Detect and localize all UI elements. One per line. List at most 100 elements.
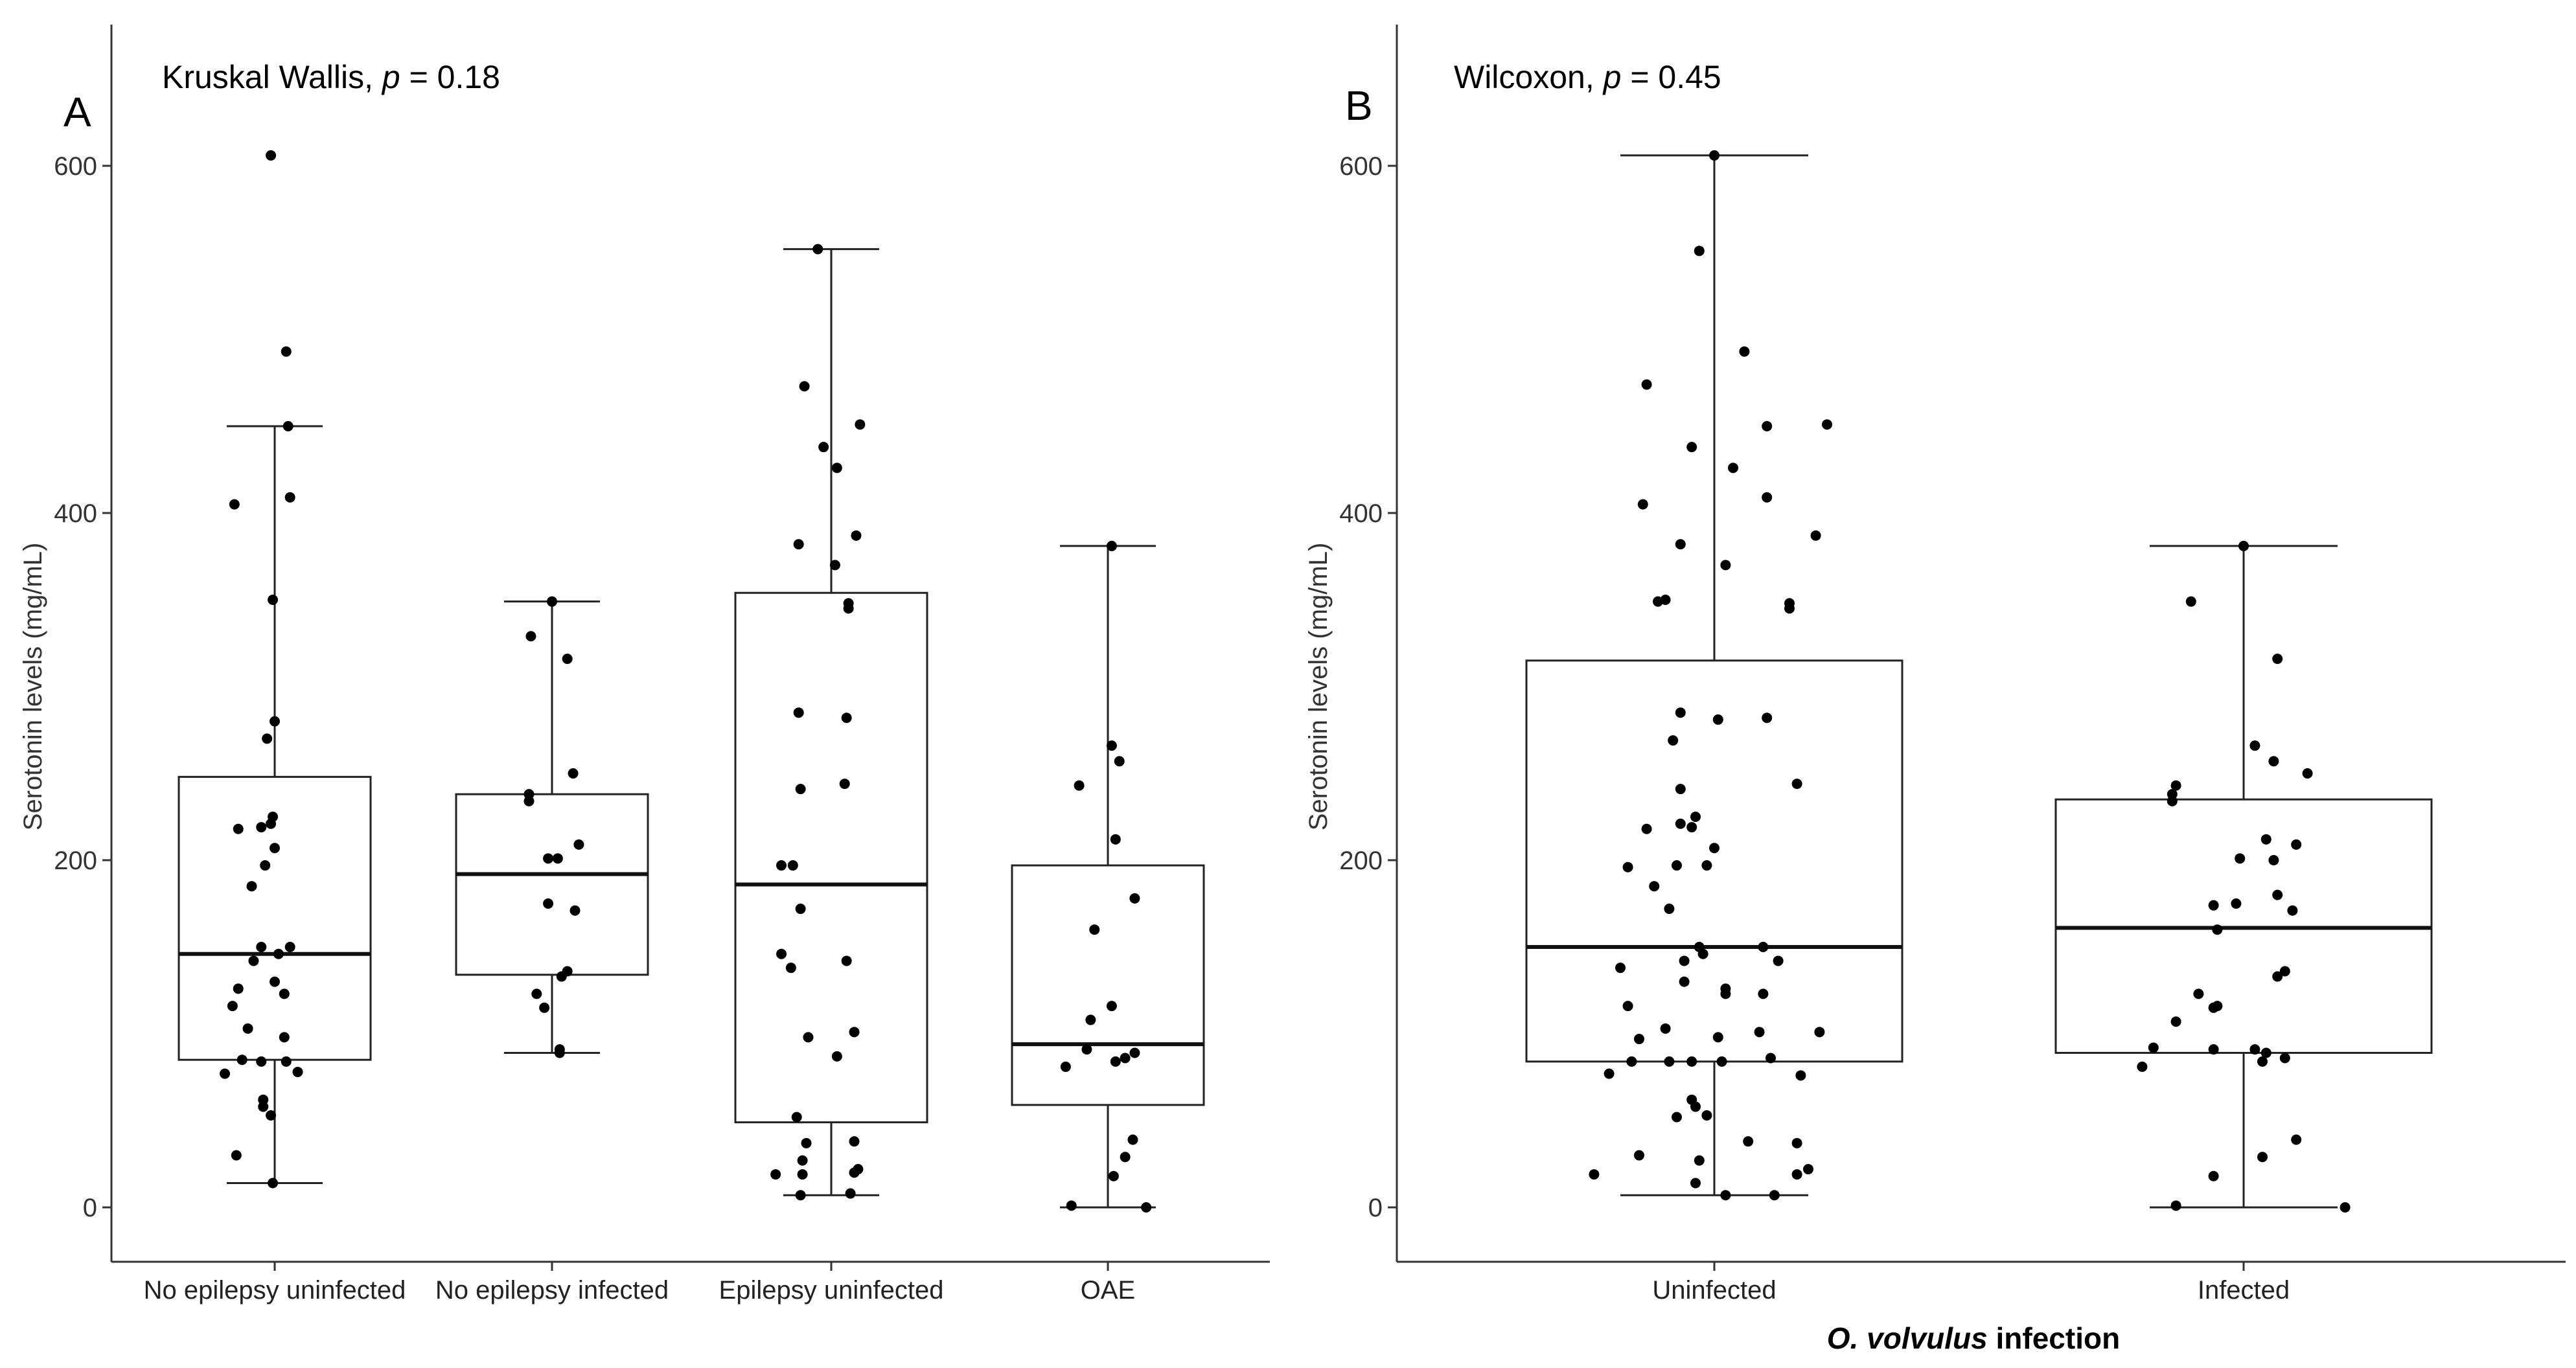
panel-a-y-axis-title: Serotonin levels (mg/mL) (19, 543, 47, 831)
panel-a-group-1-point-2 (281, 346, 292, 357)
panel-a-group-3-point-31 (853, 1164, 864, 1175)
panel-b-y-tick-label-200: 200 (1339, 847, 1383, 875)
panel-b-points (1589, 150, 2351, 1213)
panel-a-group-1-point-27 (256, 1056, 267, 1067)
panel-b-group-1-point-11 (1810, 530, 1821, 541)
panel-a-y-tick-label-600: 600 (54, 152, 97, 181)
panel-b-group-1-point-39 (1615, 963, 1626, 974)
panel-b-group-1-point-8 (1728, 462, 1738, 473)
panel-b-test-name: Wilcoxon, (1454, 59, 1604, 95)
panel-a-group-1-point-26 (236, 1054, 247, 1066)
panel-a-group-4-point-19 (1141, 1202, 1152, 1213)
panel-b-group-1-point-6 (1762, 421, 1773, 431)
panel-b-group-1-point-55 (1604, 1068, 1615, 1079)
panel-b-group-1-point-37 (1773, 955, 1784, 966)
panel-a-x-category-1: No epilepsy uninfected (144, 1276, 406, 1305)
panel-b-group-2-point-24 (2170, 1016, 2181, 1027)
panel-b-group-1-point-12 (1675, 539, 1686, 550)
panel-b-group-1-point-38 (1697, 948, 1708, 959)
panel-b-group-1-point-36 (1679, 955, 1690, 966)
panel-a-y-tick-label-200: 200 (54, 847, 97, 875)
panel-a-group-3-point-14 (795, 784, 806, 795)
panel-b-group-1-point-41 (1758, 988, 1769, 999)
panel-a-group-4-point-14 (1060, 1061, 1071, 1072)
panel-b-group-2-point-14 (2231, 898, 2242, 909)
panel-b-group-1-point-56 (1795, 1070, 1806, 1081)
panel-b-group-1-point-13 (1720, 560, 1731, 571)
panel-a-group-1-point-6 (268, 595, 279, 605)
panel-a-group-1-point-21 (270, 976, 280, 987)
panel-b-group-1-point-19 (1762, 712, 1773, 724)
panel-a-group-3-point-13 (839, 779, 850, 790)
panel-b-group-1-point-47 (1634, 1034, 1644, 1045)
panel-a-group-2-point-7 (573, 839, 584, 850)
panel-a-p-symbol: p (381, 59, 400, 95)
panel-b-group-1-point-58 (1686, 1094, 1697, 1105)
panel-a-group-1-point-25 (279, 1032, 290, 1043)
panel-a-group-3-point-2 (799, 381, 810, 392)
panel-b-group-1-point-25 (1686, 822, 1697, 833)
panel-a-group-1-point-14 (260, 860, 271, 871)
panel-b-group-1-point-70 (1720, 1190, 1731, 1201)
panel-b-group-2-point-16 (2272, 889, 2283, 900)
panel-b-x-axis-title: O. volvulus infection (1827, 1321, 2120, 1355)
panel-a-group-1-point-15 (246, 881, 257, 892)
panel-a-group-4-point-2 (1106, 740, 1117, 751)
panel-a-group-3-point-16 (776, 860, 787, 871)
panel-b-group-2-point-29 (2279, 1053, 2290, 1064)
panel-a-y-tick-label-0: 0 (83, 1194, 97, 1222)
panel-a-group-4-point-9 (1106, 1001, 1117, 1012)
panel-b-group-2-point-36 (2340, 1202, 2351, 1213)
panel-a-x-category-4: OAE (1081, 1276, 1135, 1305)
panel-b-group-2-point-33 (2257, 1152, 2268, 1163)
panel-a-group-2-point-14 (531, 988, 542, 999)
panel-a-group-1-point-29 (220, 1068, 231, 1079)
panel-b-group-1-point-51 (1664, 1056, 1675, 1067)
panel-b-group-1-point-60 (1701, 1110, 1712, 1121)
panel-a-group-1-point-19 (273, 948, 284, 959)
panel-b-group-2-point-3 (2272, 654, 2283, 665)
panel-b-group-1-point-48 (1754, 1027, 1765, 1038)
panel-a-group-3-point-4 (818, 442, 829, 453)
panel-a-group-2-point-9 (552, 853, 563, 864)
panel-b-letter: B (1345, 82, 1373, 129)
panel-a-group-4-point-12 (1120, 1053, 1131, 1064)
panel-b-group-2-point-26 (2260, 1047, 2271, 1058)
panel-a-group-1-point-30 (292, 1066, 303, 1077)
panel-b: B Wilcoxon, p = 0.45 Serotonin levels (m… (1304, 25, 2566, 1355)
panel-a-group-2-point-13 (556, 971, 567, 982)
panel-b-annotation: Wilcoxon, p = 0.45 (1454, 59, 1721, 95)
panel-b-group-1-point-30 (1701, 860, 1712, 871)
panel-b-group-1-point-52 (1686, 1056, 1697, 1067)
panel-a-group-3-point-3 (855, 419, 866, 430)
panel-b-group-1-box (1525, 659, 1903, 1063)
panel-b-group-1-point-66 (1791, 1169, 1802, 1180)
panel-b-group-1-point-7 (1686, 442, 1697, 453)
panel-a-group-4-point-18 (1066, 1200, 1077, 1211)
panel-b-group-1-point-69 (1769, 1190, 1780, 1201)
panel-a-group-1-point-1 (266, 150, 277, 161)
panel-a-group-2-point-8 (543, 853, 554, 864)
panel-a-group-4-point-1 (1106, 540, 1117, 551)
panel-b-x-category-2: Infected (2198, 1276, 2290, 1305)
panel-b-group-2-point-15 (2208, 900, 2219, 911)
panel-b-group-1-point-27 (1675, 818, 1686, 829)
panel-a-group-3-point-33 (795, 1190, 806, 1201)
panel-b-group-1-point-3 (1739, 346, 1750, 357)
panel-b-group-2-point-18 (2212, 924, 2223, 935)
panel-a-group-1-point-20 (233, 983, 244, 994)
panel-b-group-2-point-10 (2260, 834, 2271, 845)
panel-a-group-4-point-10 (1081, 1044, 1092, 1055)
panel-b-group-1-point-68 (1690, 1178, 1701, 1189)
panel-b-group-2-point-35 (2170, 1200, 2181, 1211)
panel-b-group-1-point-18 (1675, 707, 1686, 718)
panel-b-p-symbol: p (1602, 59, 1622, 95)
panel-b-group-1-point-24 (1690, 812, 1701, 822)
panel-a-group-4-point-6 (1129, 893, 1140, 904)
panel-a-group-3-point-11 (793, 707, 804, 718)
panel-b-group-1-point-29 (1672, 860, 1682, 871)
panel-a-group-3-point-27 (770, 1169, 781, 1180)
panel-b-group-2-point-21 (2193, 988, 2204, 999)
panel-a-group-3-point-32 (845, 1188, 856, 1199)
